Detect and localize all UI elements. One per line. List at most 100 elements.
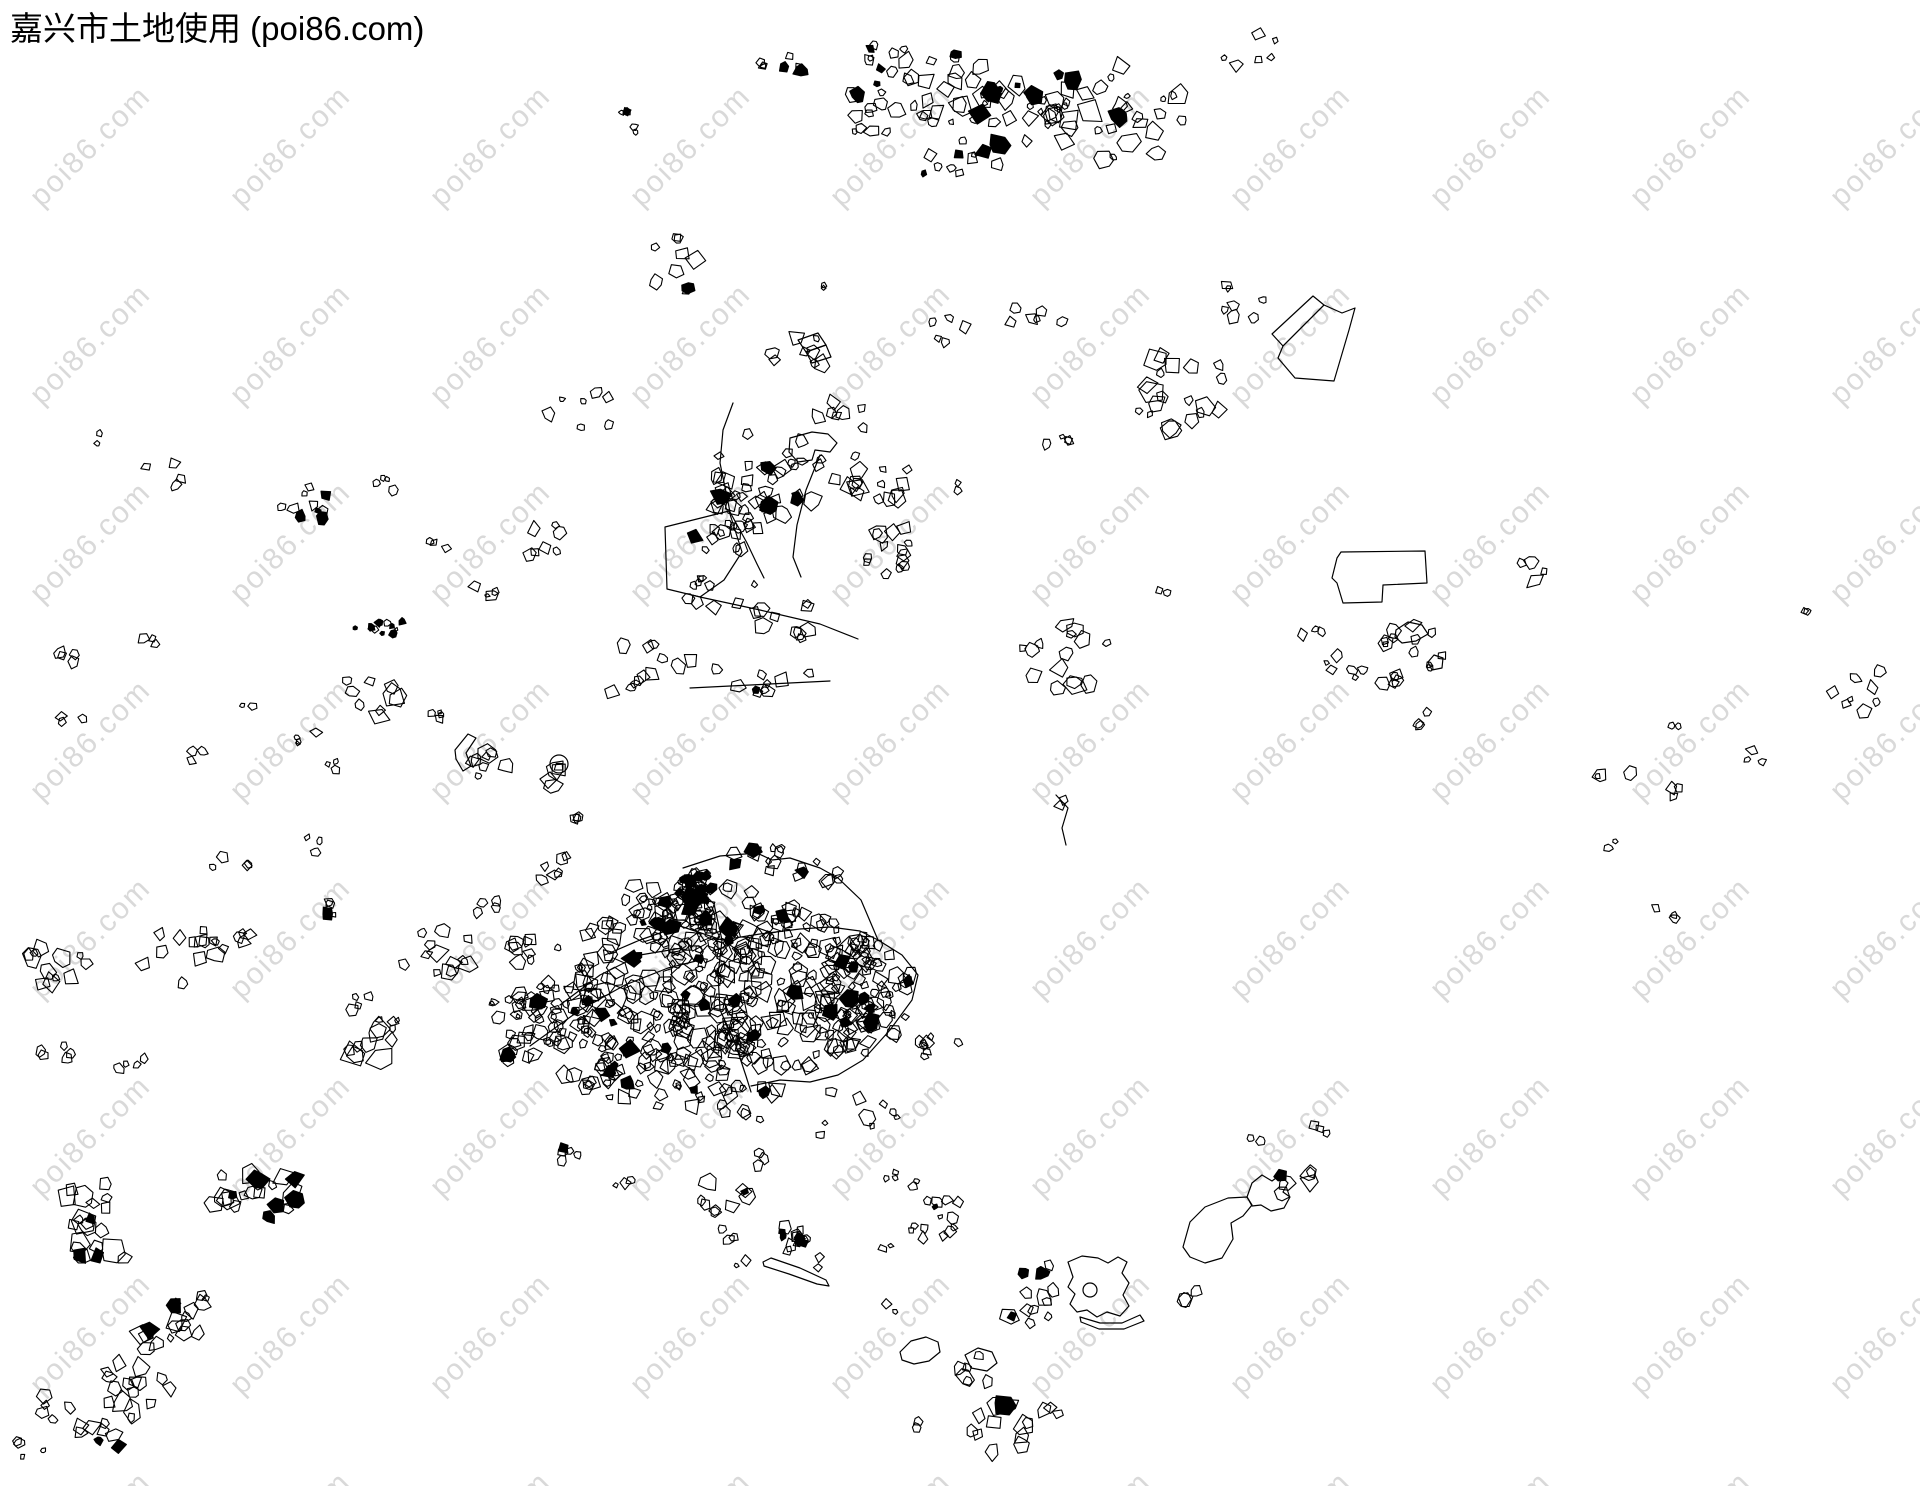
land-parcel <box>501 1054 515 1068</box>
land-parcel <box>899 45 909 54</box>
land-parcel <box>768 354 781 367</box>
land-parcel <box>1004 315 1017 328</box>
land-parcel <box>1374 676 1391 691</box>
land-parcel <box>1426 664 1434 672</box>
land-parcel <box>579 994 594 1013</box>
land-parcel <box>694 1039 716 1063</box>
land-parcel <box>522 935 533 948</box>
land-parcel <box>309 727 324 738</box>
land-parcel <box>1036 1288 1053 1306</box>
land-parcel <box>747 495 765 510</box>
land-parcel <box>1123 92 1131 99</box>
land-parcel <box>731 597 745 610</box>
land-parcel <box>1195 406 1205 419</box>
land-parcel <box>972 1428 984 1441</box>
land-parcel <box>661 909 670 918</box>
land-parcel <box>93 439 101 447</box>
land-parcel <box>638 895 649 903</box>
land-parcel <box>90 1247 105 1264</box>
land-parcel <box>1033 315 1041 324</box>
watermark-text: poi86.com <box>23 277 157 411</box>
land-parcel <box>1387 678 1400 689</box>
watermark-text: poi86.com <box>1423 1465 1557 1486</box>
land-parcel <box>1591 768 1607 783</box>
land-parcel <box>1415 720 1426 731</box>
land-parcel <box>887 489 907 509</box>
land-parcel <box>917 1230 929 1245</box>
land-parcel <box>814 1026 829 1041</box>
land-parcel <box>32 938 50 958</box>
land-parcel <box>767 493 782 505</box>
land-parcel <box>681 284 693 295</box>
land-parcel <box>706 1040 723 1059</box>
land-parcel <box>629 679 641 689</box>
watermark-text: poi86.com <box>1423 277 1557 411</box>
land-parcel <box>807 1012 815 1019</box>
land-parcel <box>769 843 777 853</box>
land-parcel <box>511 996 527 1014</box>
land-parcel <box>776 999 787 1008</box>
watermark-layer: poi86.com poi86.com poi86.com poi86.com poi8… <box>23 79 1920 1486</box>
watermark-text: poi86.com <box>1823 1267 1920 1401</box>
land-parcel <box>100 1192 113 1203</box>
watermark-text: poi86.com <box>423 673 557 807</box>
land-parcel <box>687 1048 706 1068</box>
watermark-text: poi86.com <box>23 1465 157 1486</box>
land-parcel <box>553 943 562 952</box>
land-parcel <box>1176 1292 1192 1309</box>
land-parcel <box>1271 36 1279 45</box>
land-parcel <box>835 405 851 421</box>
land-parcel <box>103 1395 116 1409</box>
land-parcel <box>156 944 169 959</box>
land-parcel <box>966 1423 979 1438</box>
land-parcel <box>186 745 198 757</box>
land-parcel <box>624 878 644 893</box>
land-parcel <box>887 101 907 118</box>
land-parcel <box>1035 305 1048 317</box>
land-parcel <box>538 541 552 555</box>
land-parcel <box>457 954 469 965</box>
land-parcel <box>1160 418 1182 439</box>
land-parcel <box>1014 82 1021 89</box>
land-parcel <box>920 169 928 178</box>
land-parcel <box>842 1027 857 1040</box>
land-parcel <box>781 916 794 930</box>
land-parcel <box>773 987 796 1012</box>
land-parcel <box>253 1187 266 1199</box>
road-line <box>729 511 765 579</box>
land-parcel <box>380 474 387 482</box>
land-parcel <box>295 740 301 747</box>
road-line <box>721 926 919 1087</box>
land-parcel <box>812 857 821 867</box>
land-parcel <box>630 1018 642 1032</box>
land-parcel <box>752 522 764 535</box>
land-parcel <box>712 1046 720 1054</box>
land-parcel <box>750 967 766 979</box>
land-parcel <box>875 63 886 74</box>
land-parcel <box>849 933 870 954</box>
land-parcel <box>984 1443 999 1463</box>
land-parcel <box>199 926 208 935</box>
land-parcel <box>604 1034 618 1051</box>
land-parcel <box>997 87 1015 111</box>
land-parcel <box>716 1020 729 1035</box>
watermark-text: poi86.com <box>1223 871 1357 1005</box>
land-parcel <box>740 1053 753 1067</box>
land-parcel <box>389 622 395 630</box>
land-parcel <box>756 1038 767 1048</box>
land-parcel <box>878 1099 888 1109</box>
watermark-text: poi86.com <box>223 79 357 213</box>
land-parcel <box>735 1182 753 1199</box>
watermark-text: poi86.com <box>1623 475 1757 609</box>
land-parcel <box>553 1035 571 1055</box>
land-parcel <box>564 1146 575 1155</box>
land-parcel <box>648 916 660 928</box>
land-parcel <box>806 969 817 981</box>
land-parcel <box>547 1021 559 1034</box>
land-parcel <box>578 1038 588 1049</box>
land-parcel <box>684 249 707 270</box>
land-parcel <box>776 977 786 986</box>
land-parcel <box>582 987 600 1002</box>
land-parcel <box>718 1059 727 1069</box>
land-parcel <box>369 625 380 634</box>
